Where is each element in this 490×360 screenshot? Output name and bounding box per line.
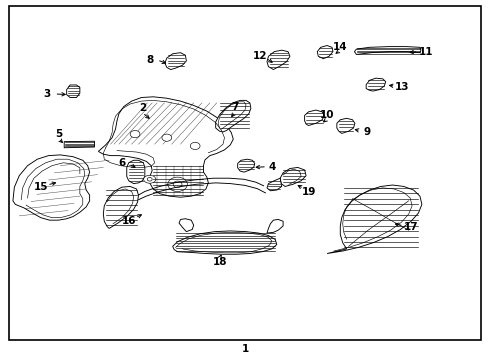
Polygon shape	[98, 97, 233, 197]
Ellipse shape	[168, 177, 187, 192]
Polygon shape	[127, 160, 145, 184]
Text: 5: 5	[55, 129, 62, 139]
Polygon shape	[165, 53, 186, 69]
Polygon shape	[216, 100, 251, 132]
Polygon shape	[318, 45, 333, 59]
Text: 8: 8	[146, 55, 153, 65]
Text: 2: 2	[139, 103, 146, 113]
Polygon shape	[172, 231, 277, 254]
Circle shape	[130, 131, 140, 138]
Text: 16: 16	[122, 216, 136, 226]
Text: 17: 17	[404, 222, 418, 232]
Polygon shape	[13, 155, 90, 220]
Polygon shape	[305, 110, 324, 126]
Ellipse shape	[147, 177, 152, 181]
Text: 11: 11	[418, 46, 433, 57]
Text: 18: 18	[212, 257, 227, 267]
Ellipse shape	[144, 175, 156, 183]
Polygon shape	[67, 85, 80, 98]
Polygon shape	[267, 50, 290, 69]
Circle shape	[162, 134, 172, 141]
Text: 9: 9	[364, 127, 371, 137]
Polygon shape	[238, 159, 255, 172]
Polygon shape	[179, 219, 194, 231]
Polygon shape	[267, 178, 282, 191]
Polygon shape	[64, 141, 95, 148]
Polygon shape	[337, 118, 355, 134]
Polygon shape	[280, 167, 306, 186]
Text: 14: 14	[333, 42, 347, 51]
Polygon shape	[267, 220, 283, 233]
Polygon shape	[327, 185, 422, 253]
Polygon shape	[354, 46, 421, 54]
Text: 3: 3	[44, 89, 51, 99]
Text: 12: 12	[252, 51, 267, 61]
Text: 6: 6	[118, 158, 125, 168]
Text: 10: 10	[320, 110, 334, 120]
Text: 1: 1	[242, 344, 248, 354]
Text: 15: 15	[33, 182, 48, 192]
Text: 19: 19	[301, 187, 316, 197]
Polygon shape	[103, 186, 139, 228]
Text: 7: 7	[232, 102, 239, 112]
Circle shape	[190, 142, 200, 149]
Text: 13: 13	[395, 82, 410, 92]
Polygon shape	[366, 78, 386, 91]
Ellipse shape	[173, 181, 182, 188]
Text: 4: 4	[268, 162, 275, 172]
